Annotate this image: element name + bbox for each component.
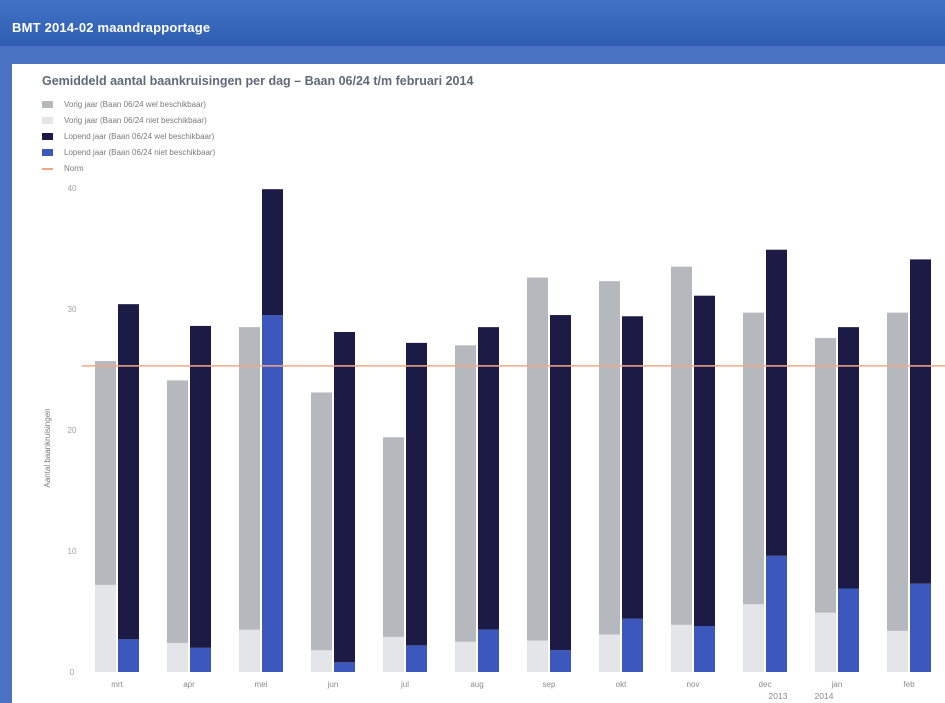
bar-nov-lopend-wel bbox=[694, 295, 715, 627]
x-tick-label: mrt bbox=[111, 680, 123, 689]
bar-mei-vorig-niet bbox=[239, 629, 260, 672]
x-tick-label: nov bbox=[687, 680, 700, 689]
bar-okt-lopend-wel bbox=[622, 316, 643, 619]
bar-jan-vorig-wel bbox=[815, 338, 836, 613]
bar-mrt-vorig-wel bbox=[95, 361, 116, 585]
bar-jul-lopend-niet bbox=[406, 645, 427, 672]
legend-label: Vorig jaar (Baan 06/24 niet beschikbaar) bbox=[64, 116, 207, 125]
y-tick-label: 30 bbox=[68, 305, 77, 314]
y-tick-label: 10 bbox=[68, 547, 77, 556]
y-tick-label: 0 bbox=[70, 668, 75, 677]
bar-mrt-lopend-niet bbox=[118, 639, 139, 672]
x-tick-label: jun bbox=[327, 680, 339, 689]
bars-layer bbox=[95, 189, 931, 672]
y-axis-label: Aantal baankruisingen bbox=[43, 408, 52, 487]
axes-layer: mrt apr mei jun jul aug sep okt nov dec jan feb 2013… bbox=[43, 184, 915, 701]
legend-swatch-prev-without bbox=[42, 117, 53, 124]
bar-nov-lopend-niet bbox=[694, 626, 715, 672]
bar-apr-lopend-niet bbox=[190, 647, 211, 672]
bar-feb-vorig-wel bbox=[887, 312, 908, 631]
x-tick-label: okt bbox=[616, 680, 627, 689]
bar-jul-lopend-wel bbox=[406, 342, 427, 646]
bar-jun-vorig-niet bbox=[311, 650, 332, 672]
bar-sep-vorig-wel bbox=[527, 277, 548, 641]
window-frame bbox=[0, 46, 12, 703]
bar-mrt-vorig-niet bbox=[95, 584, 116, 672]
bar-sep-lopend-niet bbox=[550, 650, 571, 672]
bar-jan-vorig-niet bbox=[815, 612, 836, 672]
x-tick-label: aug bbox=[470, 680, 483, 689]
bar-jun-vorig-wel bbox=[311, 392, 332, 651]
bar-aug-lopend-wel bbox=[478, 327, 499, 630]
x-tick-label: dec bbox=[759, 680, 772, 689]
bar-sep-lopend-wel bbox=[550, 315, 571, 651]
bar-nov-vorig-niet bbox=[671, 624, 692, 672]
bar-jun-lopend-niet bbox=[334, 662, 355, 672]
bar-apr-vorig-wel bbox=[167, 380, 188, 643]
x-tick-label: mei bbox=[255, 680, 268, 689]
toolbar-strip bbox=[0, 46, 945, 64]
legend-label: Vorig jaar (Baan 06/24 wel beschikbaar) bbox=[64, 100, 206, 109]
bar-dec-lopend-niet bbox=[766, 555, 787, 672]
x-tick-label: feb bbox=[903, 680, 915, 689]
bar-aug-vorig-niet bbox=[455, 641, 476, 672]
bar-dec-lopend-wel bbox=[766, 249, 787, 556]
bar-feb-vorig-niet bbox=[887, 630, 908, 672]
bar-feb-lopend-niet bbox=[910, 583, 931, 672]
bar-okt-vorig-niet bbox=[599, 634, 620, 672]
bar-feb-lopend-wel bbox=[910, 259, 931, 584]
bar-jan-lopend-niet bbox=[838, 588, 859, 672]
window-title: BMT 2014-02 maandrapportage bbox=[12, 20, 211, 35]
chart-title: Gemiddeld aantal baankruisingen per dag … bbox=[42, 74, 474, 88]
bar-apr-vorig-niet bbox=[167, 642, 188, 672]
x-tick-label: apr bbox=[183, 680, 195, 689]
x-tick-label: jul bbox=[400, 680, 409, 689]
bar-aug-lopend-niet bbox=[478, 629, 499, 672]
bar-jan-lopend-wel bbox=[838, 327, 859, 589]
bar-apr-lopend-wel bbox=[190, 325, 211, 648]
legend-swatch-curr-with bbox=[42, 133, 53, 140]
bar-mei-lopend-wel bbox=[262, 189, 283, 316]
y-tick-label: 20 bbox=[68, 426, 77, 435]
bar-nov-vorig-wel bbox=[671, 266, 692, 625]
year-label: 2014 bbox=[815, 691, 834, 701]
x-tick-label: sep bbox=[543, 680, 556, 689]
legend-label: Norm bbox=[64, 164, 84, 173]
legend-swatch-norm bbox=[42, 168, 53, 170]
bar-sep-vorig-niet bbox=[527, 640, 548, 672]
bar-jul-vorig-wel bbox=[383, 437, 404, 637]
bar-jul-vorig-niet bbox=[383, 636, 404, 672]
bar-jun-lopend-wel bbox=[334, 331, 355, 663]
legend-label: Lopend jaar (Baan 06/24 wel beschikbaar) bbox=[64, 132, 215, 141]
bar-mrt-lopend-wel bbox=[118, 304, 139, 640]
legend-swatch-curr-without bbox=[42, 149, 53, 156]
x-tick-label: jan bbox=[831, 680, 843, 689]
year-label: 2013 bbox=[769, 691, 788, 701]
bar-okt-vorig-wel bbox=[599, 281, 620, 635]
bar-mei-lopend-niet bbox=[262, 315, 283, 672]
legend-label: Lopend jaar (Baan 06/24 niet beschikbaar… bbox=[64, 148, 216, 157]
bar-dec-vorig-niet bbox=[743, 604, 764, 672]
bar-dec-vorig-wel bbox=[743, 312, 764, 605]
legend-swatch-prev-with bbox=[42, 101, 53, 108]
bar-okt-lopend-niet bbox=[622, 618, 643, 672]
bar-mei-vorig-wel bbox=[239, 327, 260, 630]
y-tick-label: 40 bbox=[68, 184, 77, 193]
window-titlebar: BMT 2014-02 maandrapportage bbox=[0, 0, 945, 46]
bar-aug-vorig-wel bbox=[455, 345, 476, 642]
